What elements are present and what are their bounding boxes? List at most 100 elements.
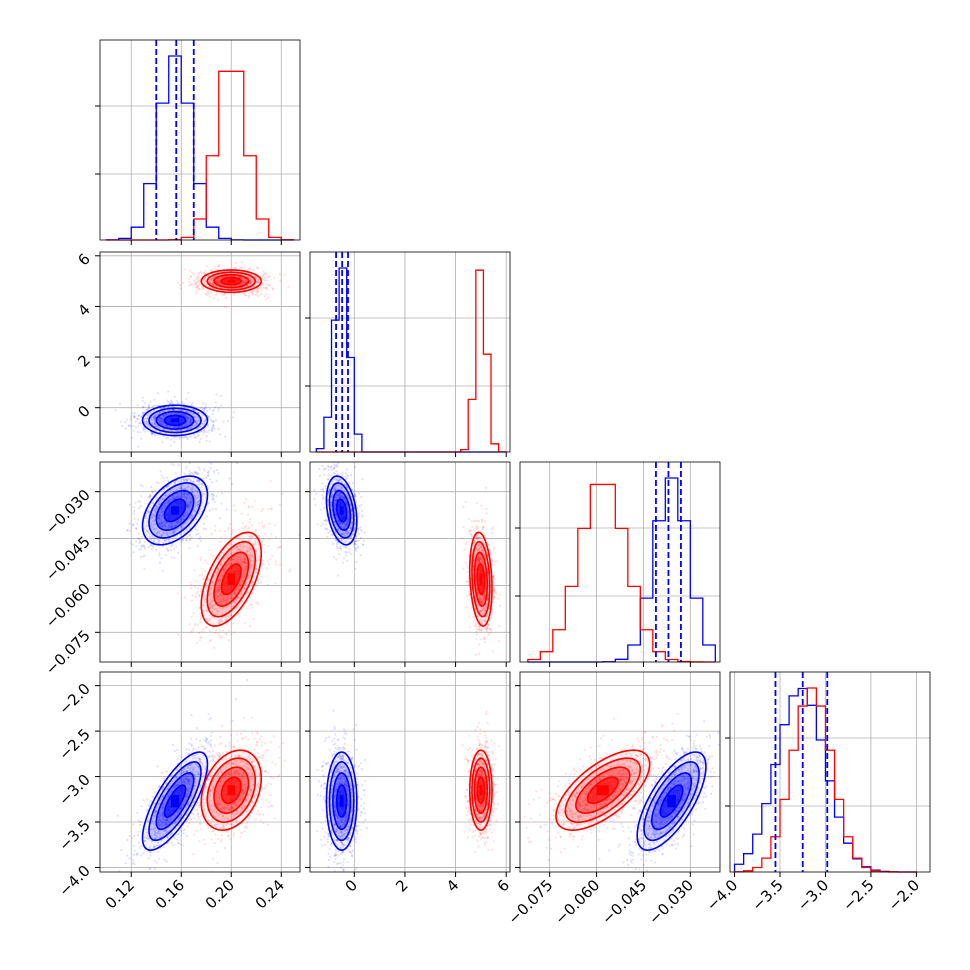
scatter-point [173, 525, 176, 528]
scatter-point [136, 418, 139, 421]
scatter-point [187, 284, 190, 287]
scatter-point [130, 415, 133, 418]
scatter-point [193, 568, 196, 571]
scatter-point [214, 631, 217, 635]
scatter-point [156, 506, 160, 509]
scatter-point [257, 291, 260, 294]
scatter-point [166, 436, 170, 439]
panel-frame [99, 251, 301, 453]
scatter-point [191, 425, 194, 428]
scatter-point [185, 410, 188, 413]
scatter-point [196, 545, 199, 548]
scatter-point [157, 404, 160, 407]
scatter-point [233, 631, 236, 634]
scatter-point [275, 563, 278, 566]
scatter-point [177, 464, 180, 467]
scatter-point [133, 416, 136, 419]
scatter-point [193, 436, 197, 439]
scatter-point [151, 516, 154, 519]
scatter-point [165, 525, 168, 528]
scatter-point [203, 409, 206, 412]
scatter-point [187, 506, 190, 509]
scatter-point [158, 554, 161, 557]
scatter-point [183, 436, 186, 439]
scatter-point [154, 414, 158, 417]
scatter-point [139, 548, 143, 551]
scatter-point [158, 417, 161, 420]
scatter-point [180, 517, 183, 520]
scatter-point [179, 485, 183, 489]
scatter-point [363, 531, 366, 534]
scatter-point [184, 424, 187, 427]
scatter-point [258, 535, 261, 538]
scatter-point [186, 437, 189, 441]
scatter-point [196, 479, 199, 482]
scatter-point [132, 524, 135, 527]
scatter-point [228, 477, 231, 480]
scatter-point [485, 511, 488, 515]
scatter-point [151, 514, 154, 517]
scatter-point [190, 412, 193, 415]
scatter-point [474, 653, 477, 656]
scatter-point [152, 513, 155, 516]
scatter-point [210, 638, 213, 642]
scatter-point [170, 525, 173, 529]
scatter-point [188, 419, 192, 422]
scatter-point [159, 518, 162, 521]
scatter-point [159, 470, 162, 473]
scatter-point [168, 540, 171, 543]
scatter-point [267, 284, 270, 287]
scatter-point [205, 265, 208, 268]
scatter-point [151, 516, 154, 519]
scatter-point [137, 537, 140, 540]
scatter-point [157, 539, 160, 542]
scatter-point [148, 532, 151, 535]
scatter-point [163, 507, 166, 510]
scatter-point [357, 539, 360, 543]
scatter-point [141, 485, 144, 488]
scatter-point [194, 501, 197, 504]
scatter-point [227, 284, 230, 288]
scatter-point [255, 292, 258, 295]
scatter-point [177, 633, 180, 636]
scatter-point [169, 532, 172, 535]
scatter-point [132, 429, 135, 432]
scatter-point [348, 481, 351, 484]
scatter-point [186, 417, 189, 420]
scatter-point [257, 281, 260, 284]
scatter-point [151, 490, 154, 493]
scatter-point [217, 265, 220, 268]
histogram-red [316, 269, 507, 453]
scatter-point [204, 278, 207, 281]
scatter-point [146, 417, 149, 420]
scatter-panel-2-0 [99, 461, 301, 663]
scatter-point [199, 424, 202, 427]
scatter-point [186, 492, 189, 495]
scatter-point [188, 547, 191, 550]
scatter-point [213, 500, 216, 503]
scatter-point [462, 505, 465, 509]
scatter-point [205, 476, 208, 480]
scatter-point [195, 276, 199, 279]
scatter-point [133, 414, 136, 417]
scatter-point [199, 639, 202, 642]
scatter-point [152, 432, 156, 435]
scatter-point [182, 413, 185, 416]
scatter-point [245, 274, 248, 277]
scatter-point [133, 415, 136, 418]
scatter-point [353, 489, 356, 492]
scatter-point [155, 496, 158, 499]
scatter-point [142, 406, 145, 409]
scatter-point [161, 508, 164, 511]
scatter-point [354, 495, 357, 498]
scatter-point [267, 275, 270, 279]
scatter-point [191, 594, 194, 597]
scatter-point [160, 420, 163, 423]
scatter-point [205, 439, 208, 442]
scatter-point [206, 424, 209, 427]
scatter-point [169, 524, 173, 527]
scatter-point [467, 590, 470, 593]
scatter-point [203, 407, 206, 410]
scatter-point [182, 494, 185, 497]
scatter-point [157, 514, 160, 517]
